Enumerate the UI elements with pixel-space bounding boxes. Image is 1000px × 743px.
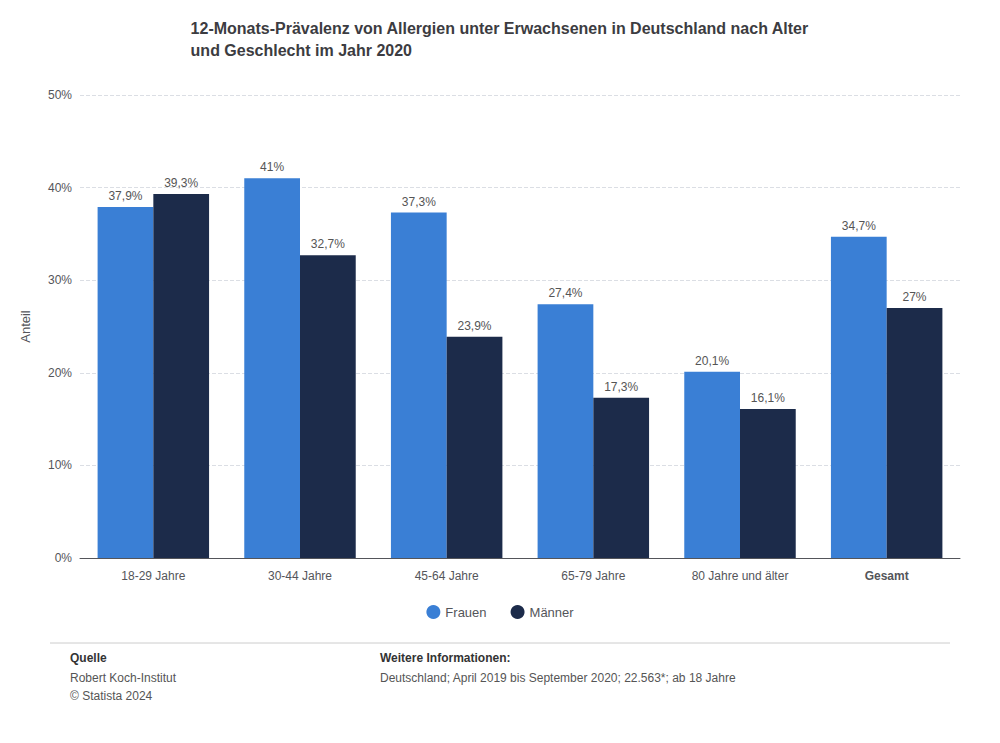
svg-text:27,4%: 27,4% [548,286,582,300]
svg-text:und Geschlecht im Jahr 2020: und Geschlecht im Jahr 2020 [191,42,413,59]
svg-text:Anteil: Anteil [18,310,33,343]
svg-text:0%: 0% [55,551,73,565]
svg-text:Frauen: Frauen [445,605,486,620]
svg-text:80 Jahre und älter: 80 Jahre und älter [692,569,789,583]
svg-text:12-Monats-Prävalenz von Allerg: 12-Monats-Prävalenz von Allergien unter … [191,20,809,37]
svg-text:32,7%: 32,7% [311,237,345,251]
svg-text:Weitere Informationen:: Weitere Informationen: [380,651,510,665]
svg-text:23,9%: 23,9% [458,319,492,333]
svg-text:20,1%: 20,1% [695,354,729,368]
svg-text:39,3%: 39,3% [164,176,198,190]
svg-text:50%: 50% [48,88,72,102]
svg-text:30%: 30% [48,273,72,287]
svg-text:Robert Koch-Institut: Robert Koch-Institut [70,671,177,685]
svg-text:18-29 Jahre: 18-29 Jahre [121,569,185,583]
svg-text:© Statista 2024: © Statista 2024 [70,689,153,703]
svg-text:Quelle: Quelle [70,651,107,665]
svg-text:27%: 27% [903,290,927,304]
svg-text:40%: 40% [48,181,72,195]
svg-text:37,3%: 37,3% [402,195,436,209]
svg-text:16,1%: 16,1% [751,391,785,405]
svg-text:Männer: Männer [530,605,575,620]
svg-text:20%: 20% [48,366,72,380]
svg-text:34,7%: 34,7% [842,219,876,233]
svg-text:30-44 Jahre: 30-44 Jahre [268,569,332,583]
svg-text:Deutschland; April 2019 bis Se: Deutschland; April 2019 bis September 20… [380,671,736,685]
svg-text:65-79 Jahre: 65-79 Jahre [561,569,625,583]
svg-text:Gesamt: Gesamt [865,569,909,583]
svg-text:17,3%: 17,3% [604,380,638,394]
svg-text:37,9%: 37,9% [108,189,142,203]
svg-text:45-64 Jahre: 45-64 Jahre [415,569,479,583]
svg-text:41%: 41% [260,160,284,174]
svg-text:10%: 10% [48,458,72,472]
